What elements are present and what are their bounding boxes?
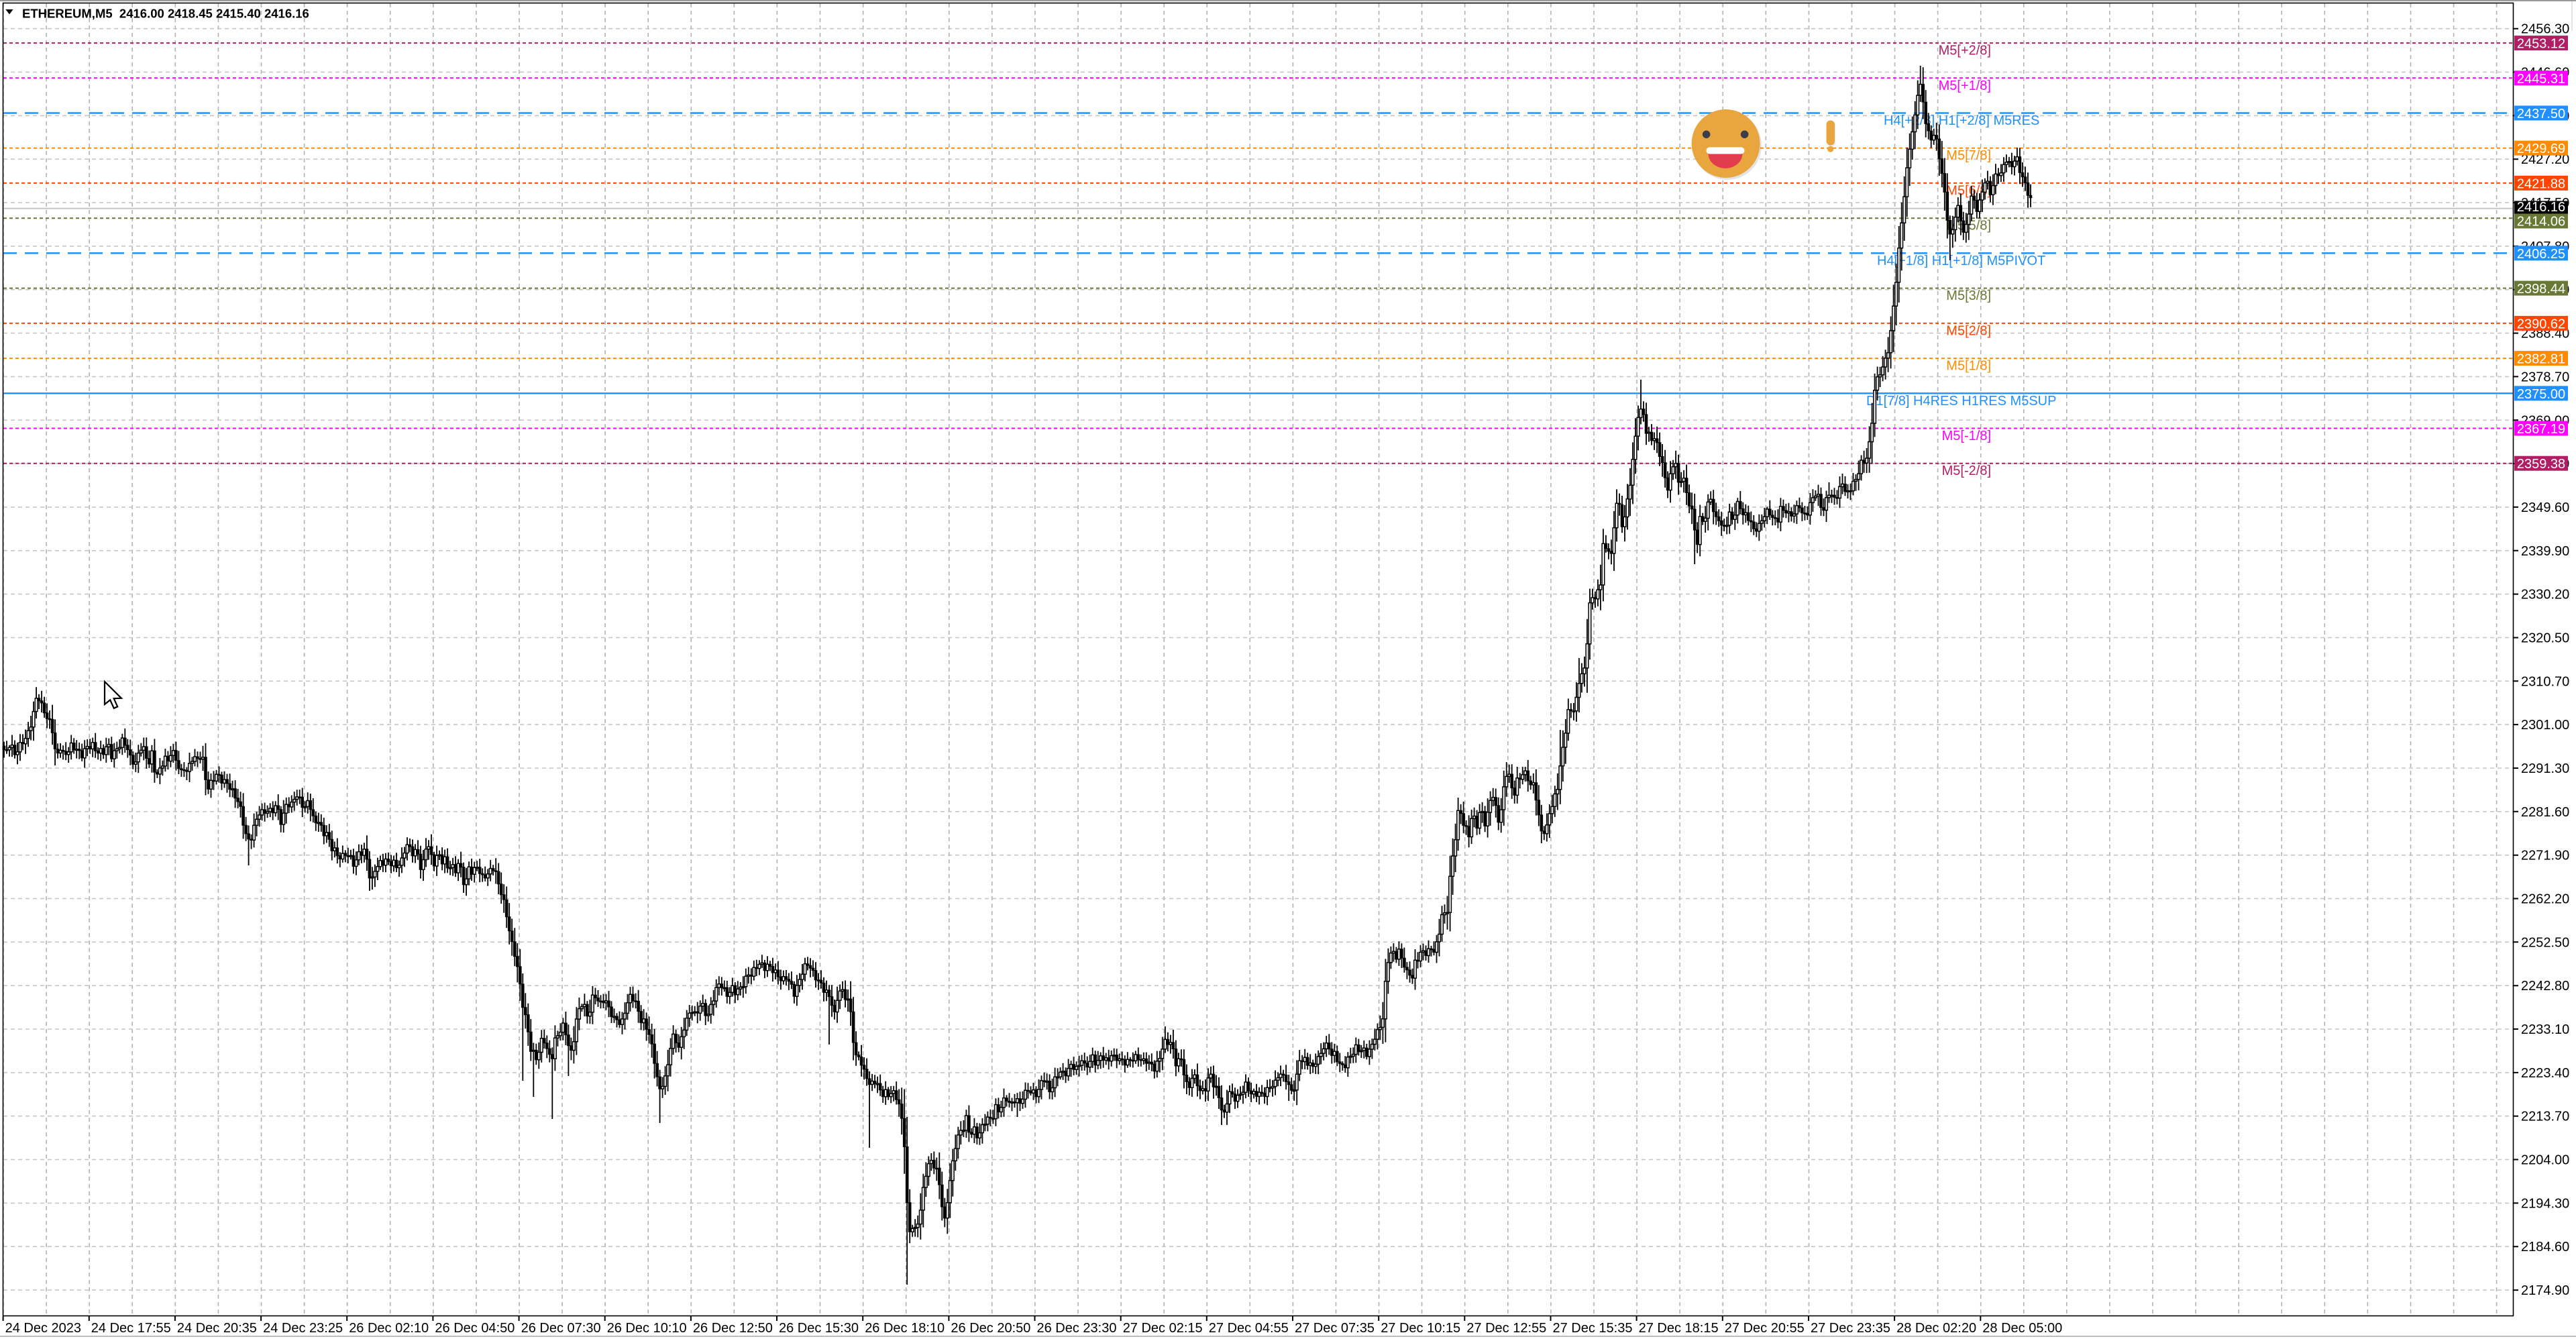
svg-text:M5[-2/8]: M5[-2/8] [1942,464,1991,478]
svg-text:ETHEREUM,M5 2416.00 2418.45 2: ETHEREUM,M5 2416.00 2418.45 2415.40 2416… [22,7,309,21]
svg-text:24 Dec 23:25: 24 Dec 23:25 [263,1321,343,1336]
svg-text:2390.62: 2390.62 [2517,317,2565,331]
svg-text:2301.00: 2301.00 [2521,718,2569,733]
svg-text:2429.69: 2429.69 [2517,142,2565,156]
svg-text:2375.00: 2375.00 [2517,387,2565,402]
svg-text:2456.30: 2456.30 [2521,22,2569,37]
svg-text:27 Dec 18:15: 27 Dec 18:15 [1639,1321,1719,1336]
svg-text:2339.90: 2339.90 [2521,544,2569,559]
svg-text:M5[2/8]: M5[2/8] [1946,323,1991,338]
svg-text:2194.30: 2194.30 [2521,1196,2569,1211]
svg-text:2398.44: 2398.44 [2517,282,2565,297]
svg-text:28 Dec 02:20: 28 Dec 02:20 [1896,1321,1976,1336]
svg-text:24 Dec 2023: 24 Dec 2023 [5,1321,81,1336]
svg-text:2291.30: 2291.30 [2521,761,2569,776]
svg-text:26 Dec 02:10: 26 Dec 02:10 [349,1321,429,1336]
svg-text:M5[+1/8]: M5[+1/8] [1939,78,1991,93]
svg-text:2330.20: 2330.20 [2521,588,2569,602]
svg-text:M5[-1/8]: M5[-1/8] [1942,429,1991,443]
svg-text:2242.80: 2242.80 [2521,979,2569,994]
svg-text:2271.90: 2271.90 [2521,849,2569,863]
svg-text:2233.10: 2233.10 [2521,1022,2569,1037]
svg-text:27 Dec 02:15: 27 Dec 02:15 [1123,1321,1203,1336]
svg-text:24 Dec 20:35: 24 Dec 20:35 [177,1321,257,1336]
svg-text:2416.16: 2416.16 [2517,200,2565,215]
svg-text:27 Dec 07:35: 27 Dec 07:35 [1295,1321,1375,1336]
svg-text:26 Dec 23:30: 26 Dec 23:30 [1037,1321,1117,1336]
svg-text:M5[+2/8]: M5[+2/8] [1939,44,1991,58]
svg-text:2359.38: 2359.38 [2517,457,2565,472]
svg-text:2378.70: 2378.70 [2521,370,2569,384]
svg-text:2174.90: 2174.90 [2521,1283,2569,1298]
svg-text:24 Dec 17:55: 24 Dec 17:55 [91,1321,171,1336]
svg-text:26 Dec 07:30: 26 Dec 07:30 [521,1321,601,1336]
svg-text:M5[3/8]: M5[3/8] [1946,288,1991,303]
svg-text:27 Dec 10:15: 27 Dec 10:15 [1381,1321,1460,1336]
svg-text:D1[7/8] H4RES H1RES M5SUP: D1[7/8] H4RES H1RES M5SUP [1866,394,2056,409]
svg-text:26 Dec 18:10: 26 Dec 18:10 [865,1321,945,1336]
svg-text:2437.50: 2437.50 [2517,107,2565,121]
svg-text:26 Dec 10:10: 26 Dec 10:10 [607,1321,687,1336]
svg-text:26 Dec 15:30: 26 Dec 15:30 [779,1321,859,1336]
svg-text:2445.31: 2445.31 [2517,72,2565,87]
svg-text:26 Dec 04:50: 26 Dec 04:50 [435,1321,515,1336]
svg-text:2204.00: 2204.00 [2521,1153,2569,1168]
svg-text:2223.40: 2223.40 [2521,1066,2569,1081]
svg-text:H4[+1/8] H1[+1/8] M5PIVOT: H4[+1/8] H1[+1/8] M5PIVOT [1877,254,2045,268]
svg-text:27 Dec 20:55: 27 Dec 20:55 [1725,1321,1805,1336]
svg-text:M5[7/8]: M5[7/8] [1946,148,1991,163]
svg-text:2421.88: 2421.88 [2517,176,2565,191]
svg-text:2320.50: 2320.50 [2521,631,2569,646]
svg-text:2281.60: 2281.60 [2521,805,2569,820]
svg-text:26 Dec 20:50: 26 Dec 20:50 [951,1321,1030,1336]
svg-text:27 Dec 23:35: 27 Dec 23:35 [1811,1321,1890,1336]
svg-text:2427.20: 2427.20 [2521,152,2569,167]
svg-text:2453.12: 2453.12 [2517,37,2565,52]
svg-text:27 Dec 12:55: 27 Dec 12:55 [1466,1321,1546,1336]
svg-text:2382.81: 2382.81 [2517,352,2565,367]
svg-text:2262.20: 2262.20 [2521,892,2569,907]
svg-text:2213.70: 2213.70 [2521,1110,2569,1124]
svg-text:2414.06: 2414.06 [2517,215,2565,229]
svg-text:2184.60: 2184.60 [2521,1240,2569,1254]
svg-text:26 Dec 12:50: 26 Dec 12:50 [693,1321,773,1336]
svg-text:2367.19: 2367.19 [2517,422,2565,437]
svg-text:2406.25: 2406.25 [2517,247,2565,262]
svg-text:2349.60: 2349.60 [2521,500,2569,515]
svg-text:27 Dec 04:55: 27 Dec 04:55 [1209,1321,1289,1336]
svg-text:28 Dec 05:00: 28 Dec 05:00 [1982,1321,2062,1336]
svg-text:2310.70: 2310.70 [2521,674,2569,689]
svg-text:2252.50: 2252.50 [2521,935,2569,950]
svg-text:27 Dec 15:35: 27 Dec 15:35 [1553,1321,1633,1336]
svg-text:M5[1/8]: M5[1/8] [1946,359,1991,374]
svg-text:H4[+2/8] H1[+2/8] M5RES: H4[+2/8] H1[+2/8] M5RES [1884,113,2039,128]
